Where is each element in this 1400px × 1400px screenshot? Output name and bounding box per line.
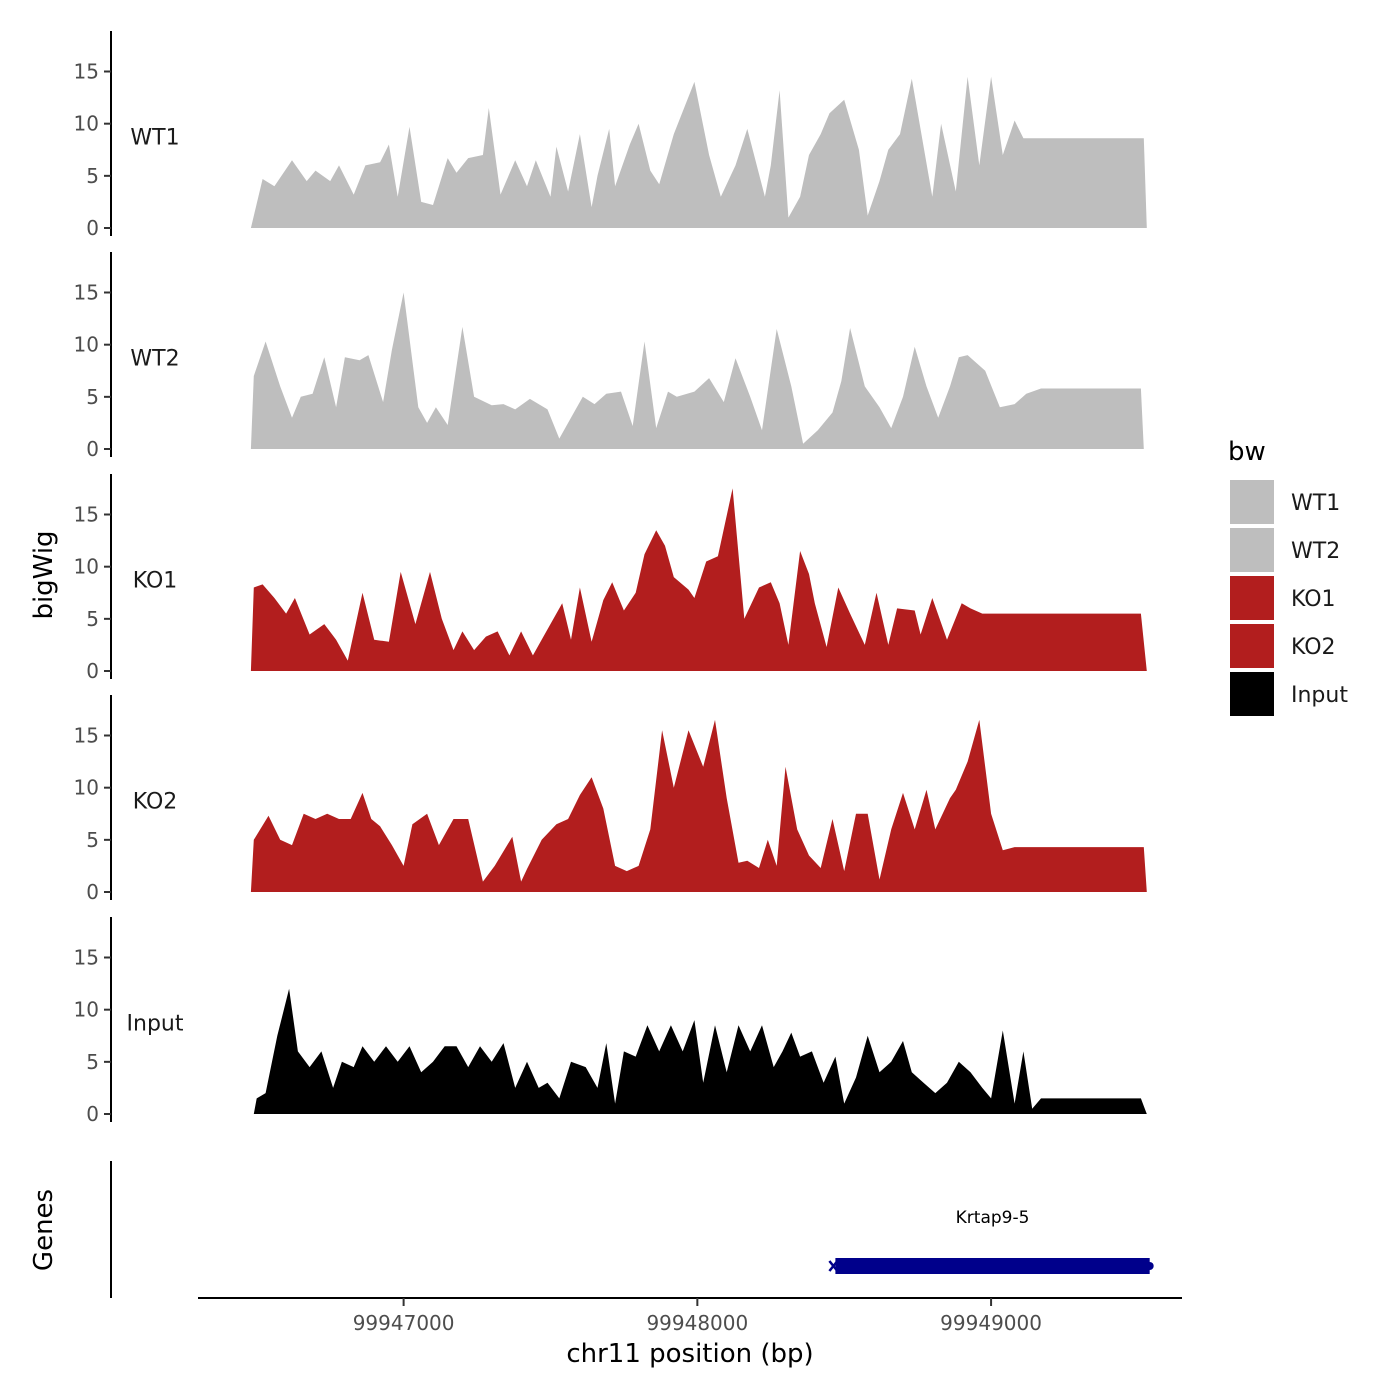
y-tick-label: 15 [74, 724, 99, 748]
gene-krtap9-5: Krtap9-5 [828, 1208, 1154, 1274]
y-tick-label: 10 [74, 112, 99, 136]
gene-label: Krtap9-5 [956, 1208, 1030, 1228]
track-ko1: 0 5 10 15 KO1 [74, 474, 1147, 683]
gene-strand-marker [828, 1260, 839, 1272]
area-ko1 [250, 488, 1147, 671]
area-input [253, 988, 1147, 1114]
track-label: KO1 [133, 569, 178, 594]
y-tick-label: 10 [74, 998, 99, 1022]
legend-swatch-wt2 [1230, 528, 1274, 572]
y-tick-label: 10 [74, 333, 99, 357]
legend-swatch-wt1 [1230, 480, 1274, 524]
y-tick-label: 0 [86, 437, 99, 461]
legend-swatch-ko1 [1230, 576, 1274, 620]
y-tick-label: 10 [74, 555, 99, 579]
y-tick-label: 5 [86, 1050, 99, 1074]
x-tick-label: 99947000 [353, 1311, 455, 1335]
track-label: KO2 [133, 790, 178, 815]
y-axis-title: bigWig [29, 530, 59, 619]
track-label: WT1 [130, 126, 179, 151]
y-tick-label: 5 [86, 828, 99, 852]
track-wt2: 0 5 10 15 WT2 [74, 252, 1144, 461]
track-label: Input [127, 1012, 184, 1037]
gene-body [835, 1258, 1150, 1274]
track-label: WT2 [130, 347, 179, 372]
legend: bw WT1 WT2 KO1 KO2 Input [1228, 437, 1348, 716]
legend-label-input: Input [1291, 683, 1348, 708]
y-tick-label: 10 [74, 776, 99, 800]
y-tick-label: 0 [86, 880, 99, 904]
y-tick-label: 0 [86, 216, 99, 240]
track-input: 0 5 10 15 Input [74, 917, 1147, 1126]
x-ticks: 99947000 99948000 99949000 [353, 1298, 1042, 1335]
genes-layer: Krtap9-5 [828, 1208, 1154, 1274]
gene-end-marker [1145, 1262, 1154, 1270]
legend-swatch-ko2 [1230, 624, 1274, 668]
y-tick-label: 0 [86, 1102, 99, 1126]
y-tick-label: 5 [86, 607, 99, 631]
area-ko2 [250, 719, 1147, 892]
x-tick-label: 99949000 [940, 1311, 1042, 1335]
legend-swatch-input [1230, 672, 1274, 716]
y-tick-label: 5 [86, 385, 99, 409]
legend-label-wt1: WT1 [1291, 491, 1340, 516]
legend-label-wt2: WT2 [1291, 539, 1340, 564]
y-tick-label: 15 [74, 503, 99, 527]
x-axis: 99947000 99948000 99949000 chr11 position … [198, 1297, 1182, 1369]
legend-label-ko2: KO2 [1291, 635, 1336, 660]
legend-title: bw [1228, 437, 1266, 467]
area-wt1 [250, 76, 1147, 228]
area-wt2 [250, 292, 1144, 449]
x-tick-label: 99948000 [646, 1311, 748, 1335]
tracks-layer: 0 5 10 15 WT1 0 5 10 15 WT2 0 5 10 15 KO1 0 5 10 15 KO2 0 5 10… [74, 31, 1147, 1126]
legend-label-ko1: KO1 [1291, 587, 1336, 612]
track-wt1: 0 5 10 15 WT1 [74, 31, 1147, 240]
genes-panel: Genes Krtap9-5 [29, 1161, 1154, 1298]
genes-panel-label: Genes [29, 1189, 59, 1271]
y-tick-label: 15 [74, 281, 99, 305]
y-tick-label: 15 [74, 60, 99, 84]
y-tick-label: 15 [74, 946, 99, 970]
track-ko2: 0 5 10 15 KO2 [74, 695, 1147, 904]
y-tick-label: 5 [86, 164, 99, 188]
y-tick-label: 0 [86, 659, 99, 683]
legend-items: WT1 WT2 KO1 KO2 Input [1230, 480, 1348, 716]
x-axis-title: chr11 position (bp) [566, 1339, 813, 1369]
